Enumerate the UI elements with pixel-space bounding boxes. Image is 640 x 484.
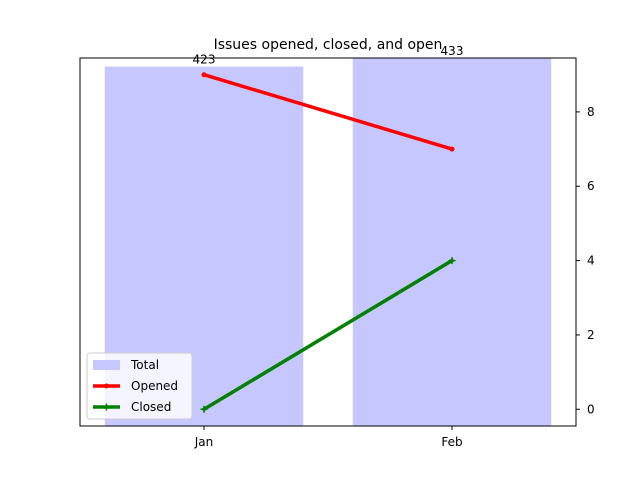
plot-frame <box>79 57 577 427</box>
legend: Total Opened Closed <box>86 352 193 420</box>
y2-tick-label-6: 6 <box>587 179 595 193</box>
point-closed-jan <box>200 405 208 413</box>
point-opened-jan <box>201 72 207 78</box>
x-tick-label-feb: Feb <box>441 435 462 449</box>
legend-marker-closed <box>103 403 110 411</box>
y2-tick-label-4: 4 <box>587 254 595 268</box>
y2-tick-label-0: 0 <box>587 402 595 416</box>
y2-tick-label-2: 2 <box>587 328 595 342</box>
x-tick-label-jan: Jan <box>194 435 214 449</box>
legend-swatch-total <box>93 360 120 370</box>
point-opened-feb <box>449 146 455 152</box>
y2-tick-label-8: 8 <box>587 105 595 119</box>
chart-title: Issues opened, closed, and open <box>214 37 443 53</box>
point-closed-feb <box>448 257 456 265</box>
legend-marker-opened <box>104 383 109 389</box>
bar-label-jan: 423 <box>193 52 216 66</box>
line-opened <box>201 72 455 152</box>
legend-label-total: Total <box>130 358 159 372</box>
legend-label-closed: Closed <box>131 400 171 414</box>
legend-label-opened: Opened <box>131 379 178 393</box>
line-closed <box>201 258 455 412</box>
bar-feb <box>352 58 552 426</box>
bar-label-feb: 433 <box>441 44 464 58</box>
plot-area: 423 433 Jan Feb 0 2 4 6 8 <box>104 44 595 449</box>
